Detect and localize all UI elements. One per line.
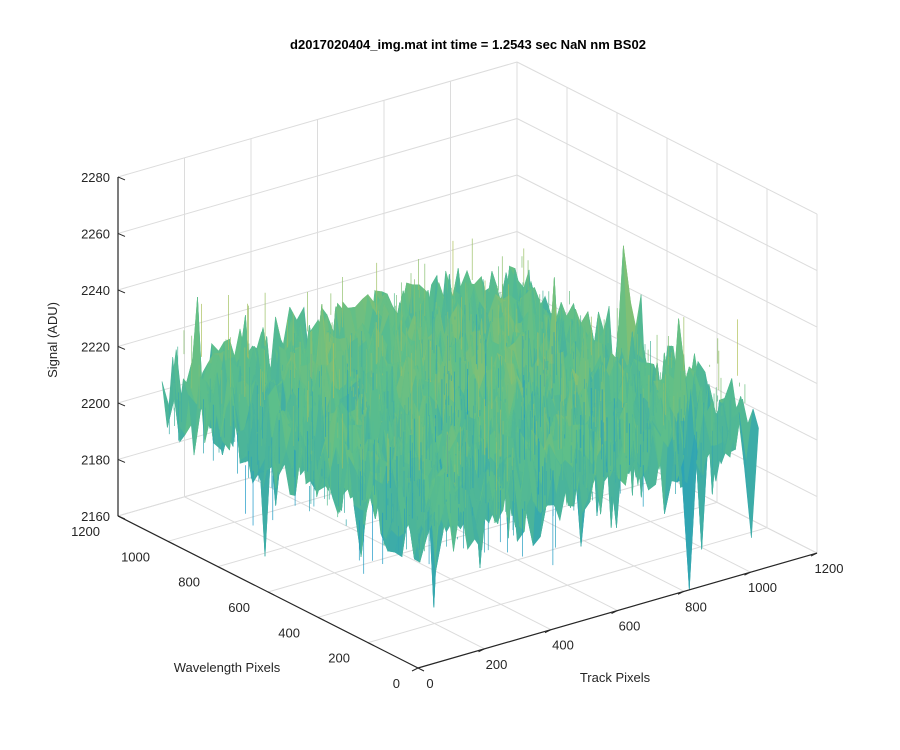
x-tick-mark: [544, 629, 552, 634]
z-tick-mark: [117, 515, 126, 520]
x-tick-mark: [411, 667, 419, 672]
y-tick-mark: [217, 566, 225, 571]
y-tick-mark: [167, 540, 175, 545]
surface-patch: [745, 408, 759, 538]
grid-line: [516, 231, 818, 384]
y-tick-label: 200: [328, 651, 350, 666]
x-axis-label: Track Pixels: [580, 670, 651, 685]
grid-line: [117, 61, 518, 178]
y-tick-label: 1200: [71, 524, 100, 539]
x-tick-label: 200: [486, 657, 508, 672]
y-tick-label: 1000: [121, 549, 150, 564]
z-tick-mark: [117, 289, 126, 294]
x-tick-mark: [677, 590, 685, 595]
grid-line: [367, 527, 768, 644]
surface-layer: [161, 238, 759, 608]
grid-line: [117, 174, 518, 291]
z-tick-label: 2200: [81, 396, 110, 411]
grid-line: [516, 118, 818, 271]
x-tick-label: 1000: [748, 580, 777, 595]
labels-layer: 0 200 400 600 800 1000 1200 0 200 400 600 800 1000 12…: [71, 170, 843, 691]
x-tick-mark: [810, 552, 818, 557]
z-tick-label: 2280: [81, 170, 110, 185]
x-tick-mark: [744, 571, 751, 576]
z-tick-mark: [117, 402, 126, 407]
x-tick-label: 400: [552, 638, 574, 653]
x-tick-label: 600: [619, 619, 641, 634]
y-tick-label: 800: [178, 575, 200, 590]
chart-title: d2017020404_img.mat int time = 1.2543 se…: [290, 37, 646, 52]
z-tick-mark: [117, 176, 126, 181]
x-tick-mark: [478, 648, 485, 653]
grid-line: [516, 174, 818, 328]
y-tick-label: 600: [228, 600, 250, 615]
x-tick-mark: [611, 610, 618, 614]
y-tick-mark: [417, 667, 425, 672]
x-tick-label: 1200: [815, 561, 844, 576]
grid-line: [117, 231, 518, 347]
z-tick-label: 2260: [81, 226, 110, 241]
y-axis-label: Wavelength Pixels: [174, 660, 281, 675]
axes-layer: [117, 176, 818, 672]
z-tick-label: 2220: [81, 339, 110, 354]
y-tick-mark: [267, 591, 275, 596]
z-tick-label: 2160: [81, 509, 110, 524]
y-tick-mark: [367, 642, 375, 647]
grid-line: [117, 118, 518, 234]
y-tick-label: 0: [393, 676, 400, 691]
grid-line: [516, 61, 818, 215]
y-tick-label: 400: [278, 625, 300, 640]
x-tick-label: 0: [426, 676, 433, 691]
z-tick-mark: [117, 346, 126, 350]
z-tick-mark: [117, 233, 126, 237]
z-tick-mark: [117, 459, 126, 463]
z-axis-label: Signal (ADU): [45, 302, 60, 378]
z-tick-label: 2180: [81, 452, 110, 467]
z-tick-label: 2240: [81, 283, 110, 298]
grid-line: [317, 501, 718, 618]
y-tick-mark: [317, 616, 325, 621]
x-tick-label: 800: [685, 599, 707, 614]
